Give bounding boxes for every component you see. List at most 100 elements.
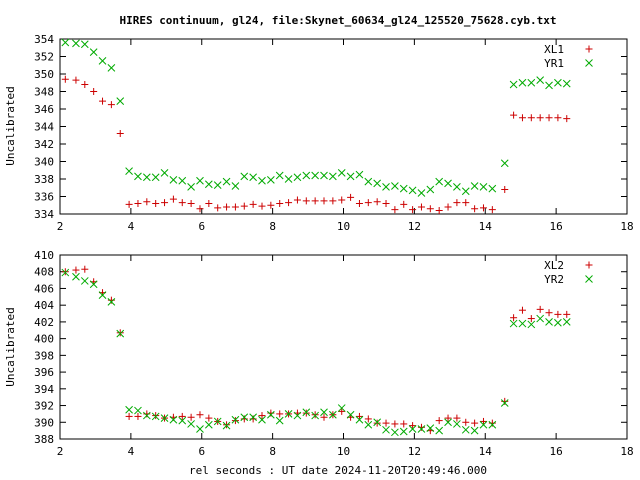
data-point xyxy=(337,169,346,177)
data-point xyxy=(479,420,488,429)
data-point xyxy=(373,179,382,188)
data-point xyxy=(81,265,89,273)
series-xl1 xyxy=(61,75,571,214)
data-point xyxy=(187,420,195,428)
x-tick-label: 2 xyxy=(57,445,64,458)
data-point xyxy=(382,425,390,434)
data-point xyxy=(276,410,284,418)
data-point xyxy=(536,114,544,122)
data-point xyxy=(178,416,187,425)
legend-label: YR1 xyxy=(544,57,564,70)
data-point xyxy=(444,418,452,427)
data-point xyxy=(214,204,222,212)
data-point xyxy=(61,268,70,277)
x-tick-label: 18 xyxy=(620,445,633,458)
legend-marker xyxy=(585,275,593,283)
data-point xyxy=(453,414,461,422)
data-point xyxy=(160,414,169,422)
data-point xyxy=(373,418,382,427)
data-point xyxy=(554,318,562,327)
data-point xyxy=(178,176,187,185)
data-point xyxy=(347,193,355,201)
x-tick-label: 8 xyxy=(269,220,276,233)
data-point xyxy=(231,203,239,211)
data-point xyxy=(444,203,452,211)
data-point xyxy=(89,280,98,289)
data-point xyxy=(125,200,133,208)
y-tick-label: 344 xyxy=(34,121,54,134)
data-point xyxy=(391,182,399,190)
data-point xyxy=(240,172,249,181)
data-point xyxy=(249,415,257,423)
data-point xyxy=(545,318,553,326)
data-point xyxy=(399,184,408,193)
data-point xyxy=(373,198,381,206)
data-point xyxy=(311,171,320,180)
data-point xyxy=(373,419,381,427)
data-point xyxy=(116,329,124,337)
data-point xyxy=(98,57,107,65)
data-point xyxy=(444,179,452,188)
data-point xyxy=(72,266,80,274)
series-yr1 xyxy=(61,38,571,197)
data-point xyxy=(320,413,328,421)
data-point xyxy=(417,189,426,197)
x-tick-label: 16 xyxy=(550,445,563,458)
data-point xyxy=(311,197,319,205)
data-point xyxy=(275,416,284,425)
data-point xyxy=(276,200,284,207)
y-tick-label: 348 xyxy=(34,86,54,99)
y-tick-label: 336 xyxy=(34,191,54,204)
y-axis-label: Uncalibrated xyxy=(4,307,17,386)
data-point xyxy=(355,415,364,424)
y-tick-label: 408 xyxy=(34,266,54,279)
data-point xyxy=(471,419,479,427)
data-point xyxy=(266,176,275,184)
data-point xyxy=(355,200,363,207)
x-tick-label: 4 xyxy=(128,445,135,458)
data-point xyxy=(72,272,80,281)
y-tick-label: 392 xyxy=(34,400,54,413)
data-point xyxy=(258,415,266,424)
series-yr2 xyxy=(61,268,571,437)
data-point xyxy=(134,406,142,415)
data-point xyxy=(488,184,497,193)
x-tick-label: 2 xyxy=(57,220,64,233)
data-point xyxy=(311,411,319,419)
data-point xyxy=(462,418,470,426)
data-point xyxy=(400,200,408,208)
data-point xyxy=(266,410,275,419)
data-point xyxy=(134,412,142,420)
data-point xyxy=(143,198,151,206)
legend-label: YR2 xyxy=(544,273,564,286)
data-point xyxy=(187,413,195,421)
x-tick-label: 12 xyxy=(408,445,421,458)
data-point xyxy=(453,183,461,191)
data-point xyxy=(500,159,509,168)
data-point xyxy=(563,115,571,123)
data-point xyxy=(545,309,553,317)
x-tick-label: 14 xyxy=(479,220,493,233)
x-tick-label: 6 xyxy=(198,220,205,233)
data-point xyxy=(554,310,562,318)
data-point xyxy=(518,78,527,87)
data-point xyxy=(107,297,116,306)
data-point xyxy=(151,412,160,421)
y-tick-label: 410 xyxy=(34,249,54,262)
data-point xyxy=(258,202,266,210)
series-xl2 xyxy=(61,265,571,435)
data-point xyxy=(99,97,107,105)
data-point xyxy=(258,176,266,185)
data-point xyxy=(536,76,545,84)
data-point xyxy=(187,200,195,207)
data-point xyxy=(391,428,399,437)
y-tick-label: 406 xyxy=(34,282,54,295)
data-point xyxy=(527,114,535,122)
data-point xyxy=(518,306,526,314)
data-point xyxy=(382,419,390,427)
data-point xyxy=(435,207,443,214)
x-tick-label: 10 xyxy=(337,220,350,233)
y-tick-label: 402 xyxy=(34,316,54,329)
upper-panel: 334 336 338 340 342 344 346 348 350 352 354 2 4 6 8 10 1… xyxy=(4,33,634,233)
